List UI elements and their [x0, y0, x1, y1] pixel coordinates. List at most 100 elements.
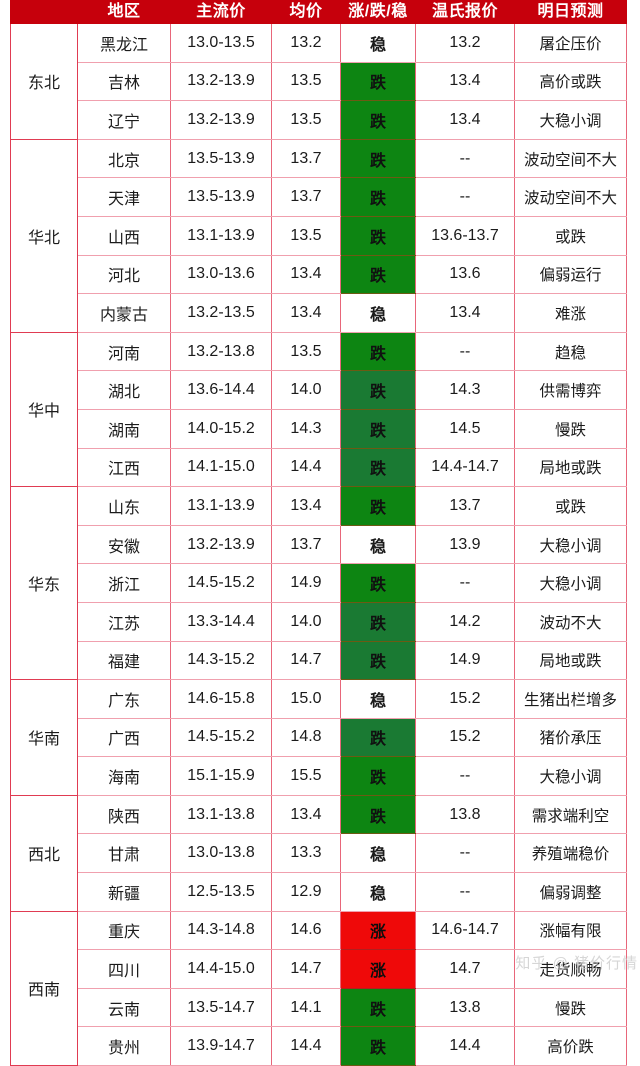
cell-trend: 跌	[340, 640, 416, 681]
table-row: 福建 14.3-15.2 14.7 跌 14.9 局地或跌	[11, 640, 627, 681]
table-row: 四川 14.4-15.0 14.7 涨 14.7 走货顺畅	[11, 949, 627, 989]
group-label-华北: 华北	[10, 138, 78, 333]
cell-region: 江苏	[77, 601, 171, 642]
page-root: 地区 主流价 均价 涨/跌/稳 温氏报价 明日预测 东北 黑龙江 13.0-13.5…	[10, 0, 638, 1066]
cell-region: 新疆	[77, 872, 171, 912]
cell-main-price: 13.2-13.5	[170, 293, 272, 333]
cell-forecast: 或跌	[514, 486, 627, 526]
cell-forecast: 需求端利空	[514, 794, 627, 835]
table-row: 天津 13.5-13.9 13.7 跌 -- 波动空间不大	[11, 177, 627, 217]
column-header-main-price: 主流价	[170, 0, 272, 24]
cell-main-price: 14.3-15.2	[170, 640, 272, 681]
cell-trend: 稳	[340, 524, 416, 565]
cell-region: 四川	[77, 949, 171, 989]
cell-trend: 跌	[340, 138, 416, 179]
cell-main-price: 13.1-13.9	[170, 215, 272, 256]
cell-trend: 跌	[340, 408, 416, 449]
cell-main-price: 13.3-14.4	[170, 601, 272, 642]
cell-forecast: 涨幅有限	[514, 910, 627, 951]
cell-trend: 稳	[340, 293, 416, 333]
table-row: 云南 13.5-14.7 14.1 跌 13.8 慢跌	[11, 987, 627, 1028]
cell-trend: 稳	[340, 872, 416, 912]
cell-avg-price: 14.0	[271, 601, 341, 642]
cell-region: 江西	[77, 447, 171, 488]
cell-trend: 稳	[340, 679, 416, 719]
table-row: 浙江 14.5-15.2 14.9 跌 -- 大稳小调	[11, 563, 627, 603]
cell-forecast: 局地或跌	[514, 640, 627, 681]
table-row: 东北 黑龙江 13.0-13.5 13.2 稳 13.2 屠企压价	[10, 23, 627, 140]
cell-region: 云南	[77, 987, 171, 1028]
cell-main-price: 12.5-13.5	[170, 872, 272, 912]
cell-trend: 稳	[340, 833, 416, 874]
table-row: 新疆 12.5-13.5 12.9 稳 -- 偏弱调整	[11, 872, 627, 912]
table-row: 西北 陕西 13.1-13.8 13.4 跌 13.8 需求端利空	[10, 794, 627, 912]
column-header-forecast: 明日预测	[514, 0, 627, 24]
cell-trend: 跌	[340, 987, 416, 1028]
cell-trend: 跌	[340, 331, 416, 372]
table-row: 广西 14.5-15.2 14.8 跌 15.2 猪价承压	[11, 717, 627, 758]
table-row: 内蒙古 13.2-13.5 13.4 稳 13.4 难涨	[11, 293, 627, 333]
cell-avg-price: 13.4	[271, 486, 341, 526]
cell-main-price: 13.2-13.8	[170, 331, 272, 372]
cell-main-price: 14.3-14.8	[170, 910, 272, 951]
table-row: 江西 14.1-15.0 14.4 跌 14.4-14.7 局地或跌	[11, 447, 627, 488]
cell-main-price: 13.5-13.9	[170, 177, 272, 217]
cell-avg-price: 13.4	[271, 254, 341, 295]
cell-main-price: 13.2-13.9	[170, 100, 272, 140]
cell-region: 河南	[77, 331, 171, 372]
table-row: 河北 13.0-13.6 13.4 跌 13.6 偏弱运行	[11, 254, 627, 295]
cell-forecast: 养殖端稳价	[514, 833, 627, 874]
cell-trend: 跌	[340, 756, 416, 796]
cell-main-price: 13.0-13.6	[170, 254, 272, 295]
cell-forecast: 慢跌	[514, 987, 627, 1028]
cell-avg-price: 13.5	[271, 331, 341, 372]
cell-main-price: 14.6-15.8	[170, 679, 272, 719]
cell-region: 海南	[77, 756, 171, 796]
cell-avg-price: 13.7	[271, 524, 341, 565]
cell-trend: 跌	[340, 486, 416, 526]
cell-forecast: 大稳小调	[514, 563, 627, 603]
cell-main-price: 13.1-13.8	[170, 794, 272, 835]
cell-avg-price: 13.4	[271, 794, 341, 835]
cell-forecast: 屠企压价	[514, 23, 627, 63]
cell-wens-quote: 13.2	[415, 23, 515, 63]
cell-main-price: 13.1-13.9	[170, 486, 272, 526]
cell-trend: 跌	[340, 447, 416, 488]
cell-avg-price: 14.1	[271, 987, 341, 1028]
table-row: 华中 河南 13.2-13.8 13.5 跌 -- 趋稳	[10, 331, 627, 488]
cell-forecast: 或跌	[514, 215, 627, 256]
table-row: 江苏 13.3-14.4 14.0 跌 14.2 波动不大	[11, 601, 627, 642]
cell-main-price: 13.9-14.7	[170, 1026, 272, 1066]
cell-wens-quote: 14.5	[415, 408, 515, 449]
pig-price-table: 地区 主流价 均价 涨/跌/稳 温氏报价 明日预测 东北 黑龙江 13.0-13.5…	[10, 0, 627, 1066]
cell-avg-price: 15.5	[271, 756, 341, 796]
cell-main-price: 13.2-13.9	[170, 524, 272, 565]
cell-region: 广西	[77, 717, 171, 758]
cell-forecast: 局地或跌	[514, 447, 627, 488]
cell-main-price: 13.0-13.5	[170, 23, 272, 63]
cell-wens-quote: --	[415, 138, 515, 179]
cell-wens-quote: --	[415, 756, 515, 796]
cell-trend: 跌	[340, 1026, 416, 1066]
cell-forecast: 供需博弈	[514, 370, 627, 410]
cell-trend: 跌	[340, 100, 416, 140]
cell-trend: 跌	[340, 370, 416, 410]
header-row: 地区 主流价 均价 涨/跌/稳 温氏报价 明日预测	[10, 0, 627, 24]
cell-forecast: 生猪出栏增多	[514, 679, 627, 719]
cell-avg-price: 13.5	[271, 100, 341, 140]
column-header-region: 地区	[77, 0, 171, 24]
cell-forecast: 慢跌	[514, 408, 627, 449]
group-label-西南: 西南	[10, 910, 78, 1066]
cell-wens-quote: 13.8	[415, 794, 515, 835]
cell-wens-quote: 13.6-13.7	[415, 215, 515, 256]
cell-wens-quote: 14.4-14.7	[415, 447, 515, 488]
cell-avg-price: 14.7	[271, 640, 341, 681]
cell-region: 吉林	[77, 61, 171, 102]
cell-wens-quote: --	[415, 563, 515, 603]
cell-main-price: 13.5-14.7	[170, 987, 272, 1028]
cell-wens-quote: --	[415, 872, 515, 912]
cell-region: 北京	[77, 138, 171, 179]
cell-avg-price: 14.9	[271, 563, 341, 603]
cell-forecast: 波动空间不大	[514, 177, 627, 217]
cell-forecast: 波动空间不大	[514, 138, 627, 179]
